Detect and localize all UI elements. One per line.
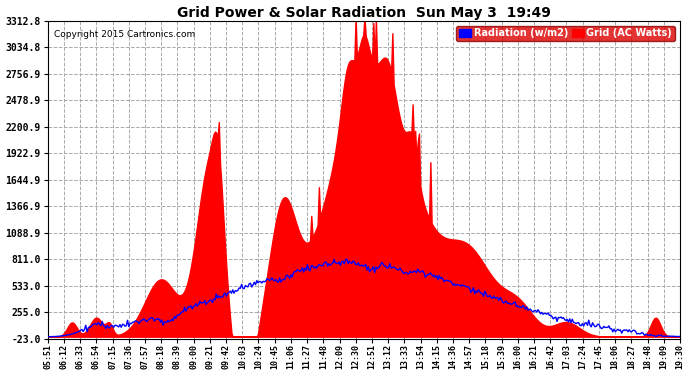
Title: Grid Power & Solar Radiation  Sun May 3  19:49: Grid Power & Solar Radiation Sun May 3 1… (177, 6, 551, 20)
Text: Copyright 2015 Cartronics.com: Copyright 2015 Cartronics.com (54, 30, 195, 39)
Legend: Radiation (w/m2), Grid (AC Watts): Radiation (w/m2), Grid (AC Watts) (456, 26, 675, 41)
